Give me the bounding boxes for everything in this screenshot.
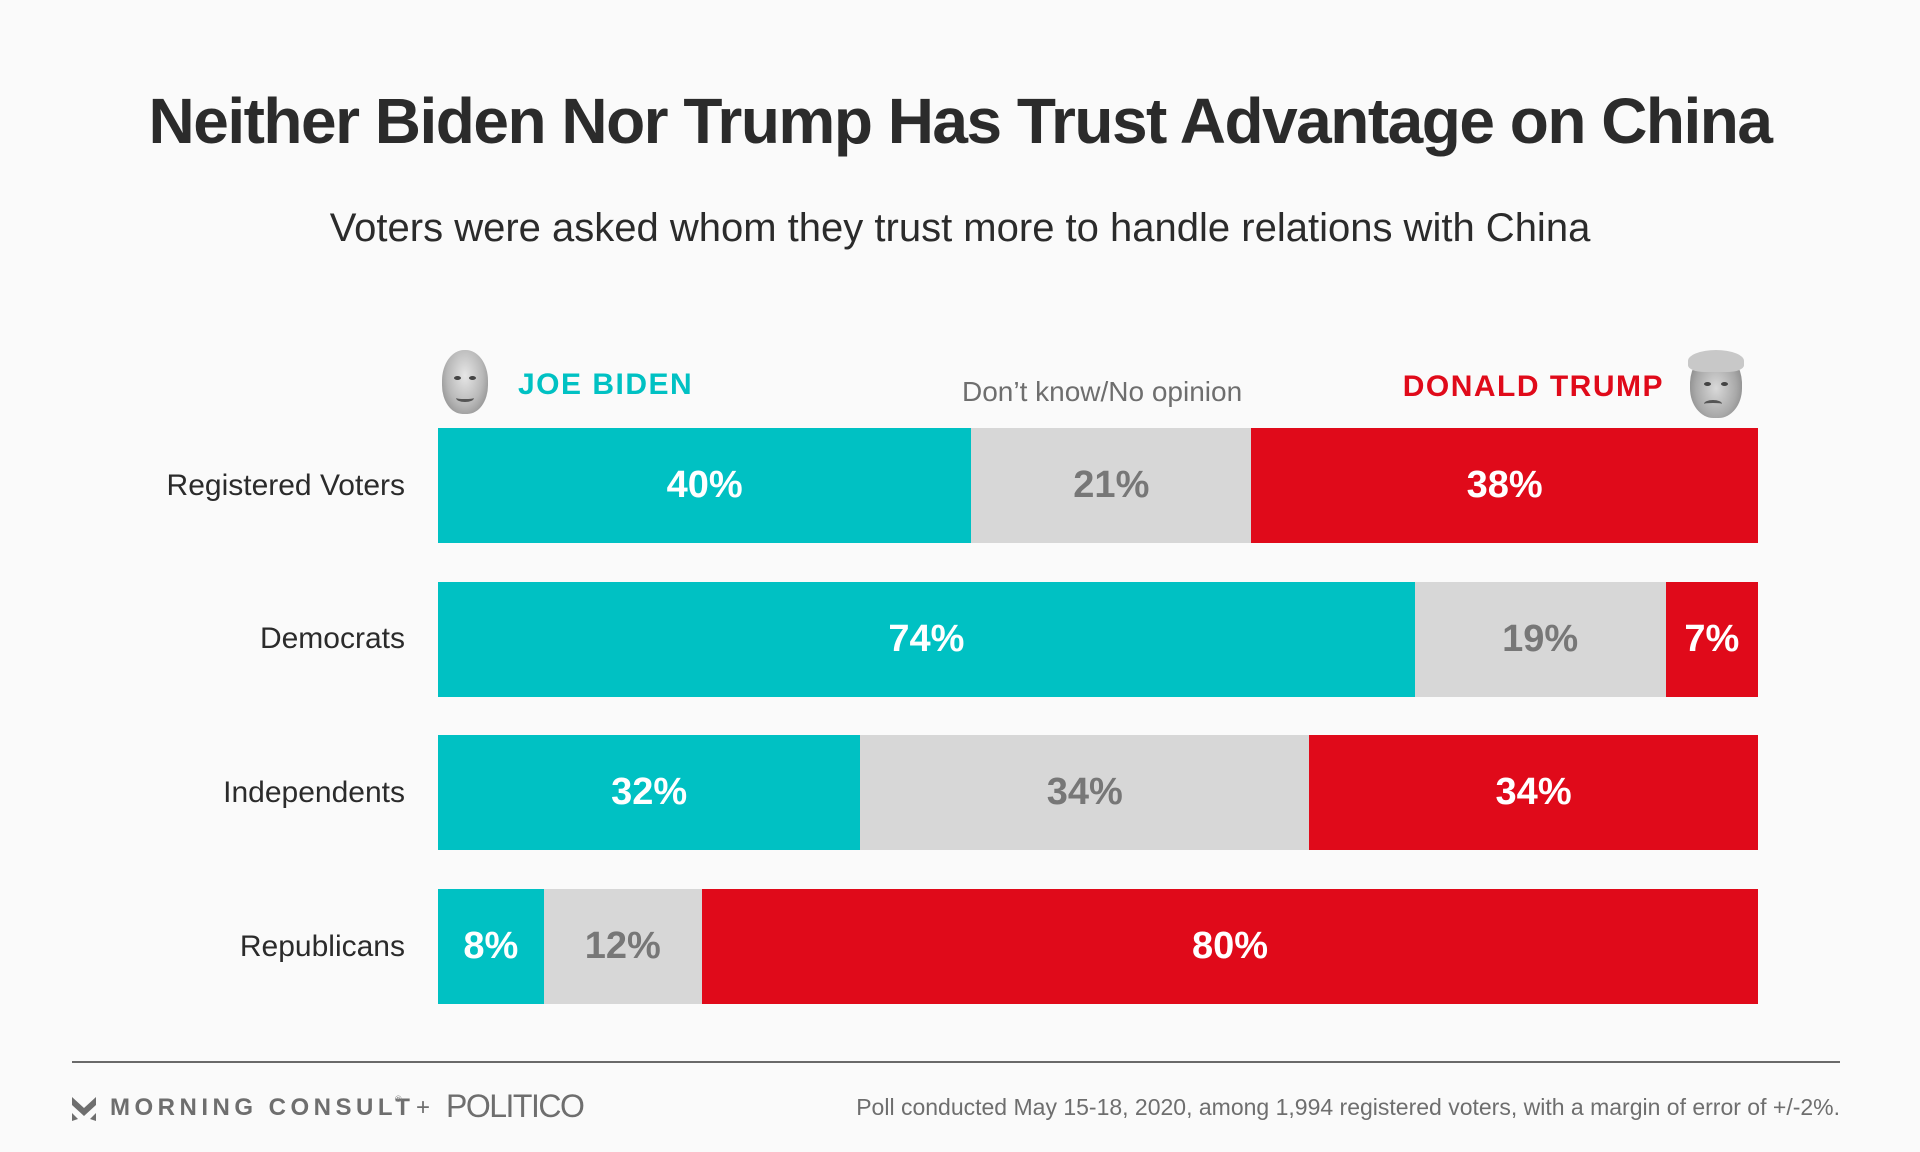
registered-mark: ® (395, 1094, 402, 1104)
bar-segment-biden: 8% (438, 889, 544, 1005)
data-label: 21% (1073, 464, 1150, 506)
data-label: 7% (1684, 617, 1740, 660)
data-label: 80% (1191, 925, 1269, 968)
bar-segment-dk: 34% (860, 735, 1310, 851)
category-label: Democrats (259, 622, 405, 656)
bar-segment-biden: 32% (438, 735, 861, 851)
footer-divider (72, 1061, 1840, 1063)
morning-consult-logo-icon (72, 1097, 96, 1121)
morning-consult-logo: MORNING CONSULT (110, 1094, 415, 1121)
data-label: 8% (463, 925, 519, 968)
legend-trump: DONALD TRUMP (1402, 370, 1664, 403)
bar-segment-dk: 19% (1414, 581, 1666, 697)
chart-title: Neither Biden Nor Trump Has Trust Advant… (148, 85, 1773, 157)
category-label: Registered Voters (166, 468, 405, 502)
category-label: Republicans (239, 929, 405, 963)
bar-segment-dk: 12% (543, 889, 702, 1005)
trump-portrait-icon (1688, 350, 1744, 418)
legend-biden: JOE BIDEN (518, 368, 694, 401)
legend-dont-know: Don’t know/No opinion (962, 376, 1243, 407)
biden-portrait-icon (442, 350, 488, 414)
politico-logo: POLITICO (446, 1088, 585, 1124)
poll-footnote: Poll conducted May 15-18, 2020, among 1,… (856, 1094, 1840, 1120)
data-label: 34% (1495, 771, 1572, 814)
chart-subtitle: Voters were asked whom they trust more t… (329, 206, 1591, 250)
bar-segment-biden: 40% (438, 428, 972, 543)
bar-segment-trump: 34% (1309, 735, 1758, 851)
data-label: 19% (1502, 617, 1579, 660)
data-label: 12% (584, 925, 661, 968)
bar-segment-trump: 7% (1665, 581, 1758, 697)
data-label: 74% (888, 617, 965, 660)
bar-segment-trump: 80% (702, 889, 1758, 1005)
data-label: 38% (1466, 464, 1543, 506)
bar-segment-dk: 21% (971, 428, 1252, 543)
data-label: 34% (1046, 771, 1123, 814)
data-label: 32% (611, 771, 688, 814)
data-label: 40% (666, 464, 743, 506)
bar-segment-trump: 38% (1251, 428, 1758, 543)
brand-plus: + (416, 1094, 431, 1121)
category-label: Independents (223, 775, 405, 809)
bar-segment-biden: 74% (438, 581, 1415, 697)
